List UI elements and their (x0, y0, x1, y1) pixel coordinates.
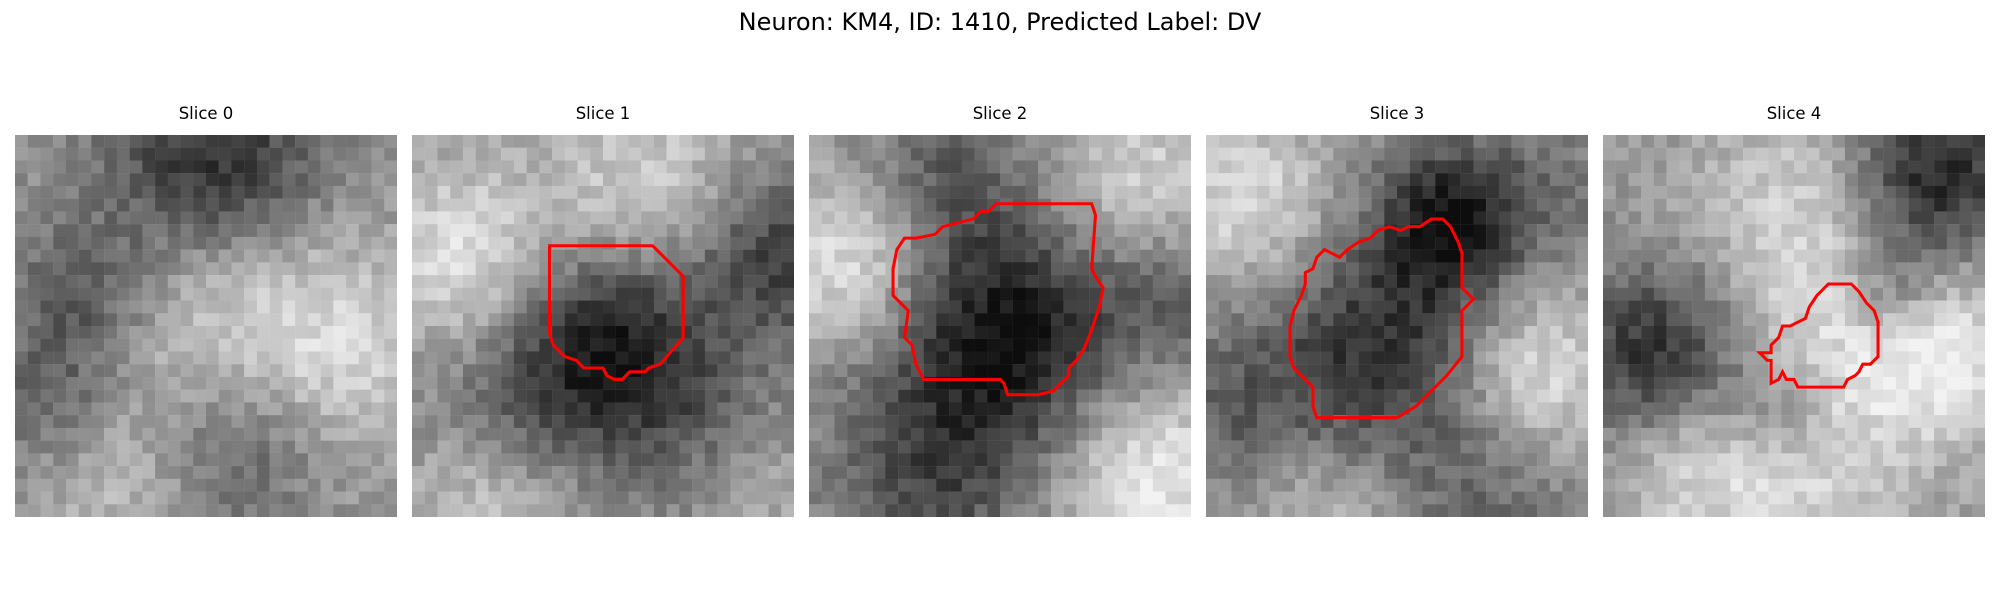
slice-title: Slice 4 (1766, 104, 1822, 123)
roi-contour (1755, 282, 1880, 389)
slice-panel-1: Slice 1 (412, 104, 794, 517)
slice-image (809, 135, 1191, 517)
slice-title: Slice 0 (178, 104, 234, 123)
slice-panel-4: Slice 4 (1603, 104, 1985, 517)
slice-title: Slice 2 (972, 104, 1028, 123)
figure-title: Neuron: KM4, ID: 1410, Predicted Label: … (738, 8, 1262, 36)
slice-panel-3: Slice 3 (1206, 104, 1588, 517)
slice-image (412, 135, 794, 517)
roi-contour (547, 244, 685, 382)
slice-panel-2: Slice 2 (809, 104, 1191, 517)
roi-contour (891, 202, 1105, 397)
slice-title: Slice 3 (1369, 104, 1425, 123)
slice-panel-0: Slice 0 (15, 104, 397, 517)
slice-image (1206, 135, 1588, 517)
roi-contour (1288, 217, 1476, 420)
slice-image (1603, 135, 1985, 517)
slice-title: Slice 1 (575, 104, 631, 123)
slice-image (15, 135, 397, 517)
